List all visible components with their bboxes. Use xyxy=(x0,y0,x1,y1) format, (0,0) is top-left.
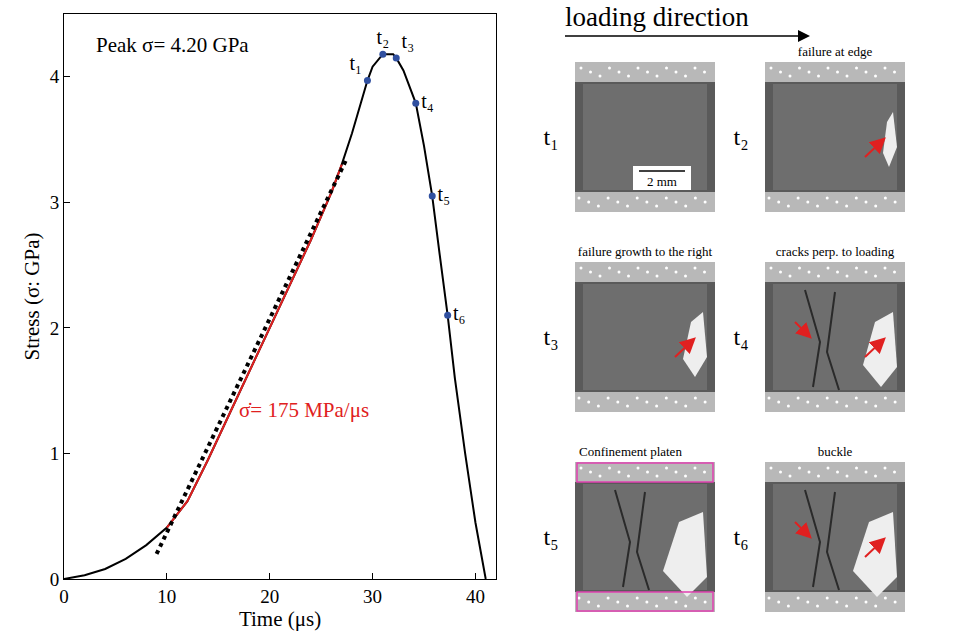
svg-text:30: 30 xyxy=(363,586,382,607)
svg-text:t₆: t₆ xyxy=(733,524,748,550)
svg-text:σ̇= 175 MPa/μs: σ̇= 175 MPa/μs xyxy=(239,398,369,422)
svg-text:buckle: buckle xyxy=(818,444,853,459)
svg-text:1: 1 xyxy=(50,443,60,464)
svg-text:failure at edge: failure at edge xyxy=(798,44,873,59)
svg-text:4: 4 xyxy=(50,66,60,87)
svg-text:failure growth to the right: failure growth to the right xyxy=(578,244,713,259)
svg-text:t₂: t₂ xyxy=(733,124,748,150)
svg-text:t₃: t₃ xyxy=(543,324,558,350)
svg-text:2: 2 xyxy=(50,318,60,339)
svg-text:t₅: t₅ xyxy=(543,524,558,550)
svg-text:Time (μs): Time (μs) xyxy=(239,607,321,631)
svg-text:Peak σ= 4.20 GPa: Peak σ= 4.20 GPa xyxy=(96,33,249,57)
svg-text:40: 40 xyxy=(466,586,485,607)
svg-text:t₅: t₅ xyxy=(438,183,451,205)
svg-text:10: 10 xyxy=(157,586,176,607)
svg-text:0: 0 xyxy=(59,586,69,607)
svg-text:t₄: t₄ xyxy=(733,324,748,350)
svg-text:t₃: t₃ xyxy=(402,30,415,52)
svg-text:t₂: t₂ xyxy=(377,26,390,48)
svg-text:Stress (σ: GPa): Stress (σ: GPa) xyxy=(20,233,44,361)
svg-text:t₁: t₁ xyxy=(350,52,363,74)
svg-text:3: 3 xyxy=(50,192,60,213)
svg-text:loading direction: loading direction xyxy=(565,2,749,32)
svg-text:20: 20 xyxy=(260,586,279,607)
svg-text:t₁: t₁ xyxy=(543,124,558,150)
svg-text:cracks perp. to loading: cracks perp. to loading xyxy=(776,244,895,259)
svg-text:t₆: t₆ xyxy=(453,302,466,324)
svg-text:0: 0 xyxy=(50,569,60,590)
svg-text:t₄: t₄ xyxy=(421,90,434,112)
svg-text:2 mm: 2 mm xyxy=(647,174,677,189)
svg-text:Confinement platen: Confinement platen xyxy=(579,444,682,459)
